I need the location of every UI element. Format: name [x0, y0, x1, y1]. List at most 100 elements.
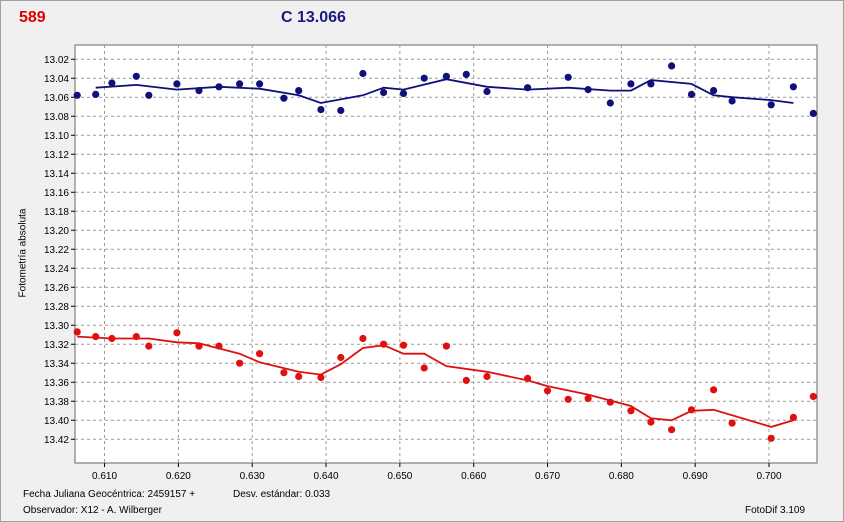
y-tick-label: 13.14 [44, 169, 69, 180]
y-tick-label: 13.40 [44, 416, 69, 427]
data-point [647, 418, 655, 426]
x-tick-label: 0.690 [683, 471, 708, 482]
series-label-variable: 589 [19, 9, 46, 26]
data-point [380, 340, 388, 348]
data-point [606, 398, 614, 406]
y-tick-label: 13.10 [44, 131, 69, 142]
series-0 [73, 62, 817, 117]
x-tick-label: 0.640 [314, 471, 339, 482]
y-tick-label: 13.08 [44, 112, 69, 123]
data-point [145, 342, 153, 350]
data-point [195, 342, 203, 350]
plot-area [74, 44, 818, 464]
data-point [767, 101, 775, 109]
x-tick-label: 0.610 [92, 471, 117, 482]
y-tick-label: 13.28 [44, 302, 69, 313]
data-point [132, 333, 140, 341]
data-point [173, 329, 181, 337]
axis-ticks: 0.610 0.620 0.630 0.640 0.650 0.660 0.670 0.680… [44, 55, 782, 482]
x-tick-label: 0.680 [609, 471, 634, 482]
y-tick-label: 13.20 [44, 226, 69, 237]
data-point [687, 90, 696, 98]
data-point [627, 407, 635, 415]
y-tick-label: 13.16 [44, 188, 69, 199]
y-tick-label: 13.02 [44, 55, 69, 66]
data-point [710, 87, 718, 95]
data-point [132, 72, 140, 80]
trend-line [95, 78, 794, 104]
data-point [73, 328, 81, 336]
y-tick-label: 13.34 [44, 359, 69, 370]
data-point [295, 372, 303, 381]
data-point [108, 334, 116, 343]
data-point [710, 386, 718, 394]
data-point [359, 69, 367, 78]
data-point [462, 70, 470, 78]
x-tick-label: 0.630 [240, 471, 265, 482]
data-point [359, 334, 367, 343]
data-point [280, 94, 288, 102]
data-point [236, 80, 244, 88]
x-tick-label: 0.650 [387, 471, 412, 482]
julian-date-label: Fecha Juliana Geocéntrica: 2459157 + [23, 489, 196, 500]
data-point [442, 72, 450, 80]
data-point [442, 342, 450, 350]
data-point [606, 99, 614, 107]
x-tick-label: 0.700 [756, 471, 781, 482]
data-point [215, 83, 223, 91]
data-point [420, 74, 428, 82]
y-tick-label: 13.12 [44, 150, 69, 161]
data-point [295, 87, 303, 95]
data-point [728, 97, 736, 105]
x-tick-label: 0.620 [166, 471, 191, 482]
data-point [195, 87, 203, 95]
data-point [317, 106, 325, 114]
data-point [317, 373, 325, 382]
y-tick-label: 13.24 [44, 264, 69, 275]
y-tick-label: 13.18 [44, 207, 69, 218]
data-point [145, 91, 153, 99]
data-point [380, 88, 388, 97]
data-point [543, 387, 552, 395]
y-tick-label: 13.38 [44, 397, 69, 408]
y-tick-label: 13.30 [44, 321, 69, 332]
data-point [627, 80, 635, 88]
y-tick-label: 13.06 [44, 93, 69, 104]
std-dev-label: Desv. estándar: 0.033 [233, 489, 331, 500]
y-tick-label: 13.04 [44, 74, 69, 85]
data-point [668, 426, 676, 434]
data-point [809, 392, 817, 401]
data-point [73, 91, 81, 99]
data-point [647, 80, 655, 88]
data-point [564, 395, 572, 403]
data-point [728, 419, 736, 427]
data-point [668, 62, 676, 70]
data-point [483, 372, 491, 381]
data-point [524, 374, 532, 382]
data-point [236, 359, 244, 367]
y-tick-label: 13.22 [44, 245, 69, 256]
data-point [789, 83, 798, 91]
data-point [256, 350, 264, 358]
observer-label: Observador: X12 - A. Wilberger [23, 505, 162, 516]
data-point [337, 353, 345, 362]
data-point [462, 376, 470, 384]
software-label: FotoDif 3.109 [745, 505, 806, 516]
data-point [399, 341, 408, 349]
data-point [809, 109, 817, 117]
data-point [584, 394, 592, 402]
trend-line [77, 335, 794, 428]
data-point [789, 413, 798, 421]
series-1 [73, 328, 817, 442]
data-point [92, 90, 100, 98]
y-tick-label: 13.42 [44, 435, 69, 446]
data-point [767, 434, 775, 442]
data-point [483, 87, 491, 96]
data-point [280, 369, 288, 377]
series-layer [73, 62, 817, 442]
series-label-comparison: C 13.066 [281, 9, 346, 26]
y-tick-label: 13.36 [44, 378, 69, 389]
data-point [399, 89, 408, 97]
